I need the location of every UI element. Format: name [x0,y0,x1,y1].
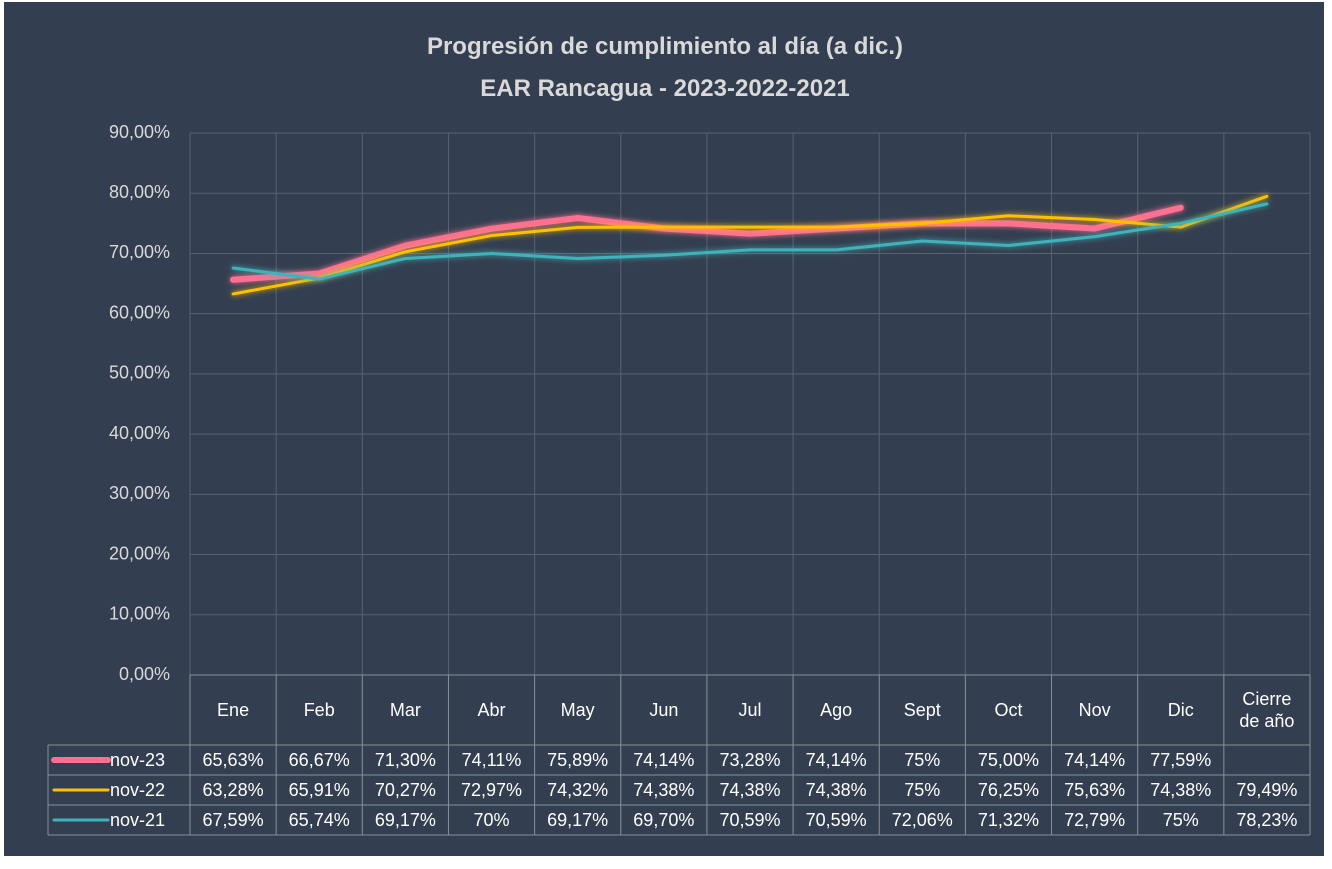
data-label: 74,14% [633,750,695,770]
data-label: 75,63% [1064,780,1126,800]
data-label: 75,00% [977,750,1039,770]
category-label: Jun [649,700,679,720]
data-label: 75,89% [547,750,609,770]
data-label: 65,91% [288,780,350,800]
legend-label: nov-22 [110,779,166,800]
y-tick-label: 70,00% [109,242,170,262]
data-label: 74,38% [805,780,867,800]
data-label: 78,23% [1236,810,1298,830]
data-label: 69,17% [547,810,609,830]
chart-subtitle: EAR Rancagua - 2023-2022-2021 [480,75,850,102]
series-line [230,204,1184,283]
data-label: 74,14% [1064,750,1126,770]
category-label: Ago [820,700,853,720]
data-label: 70% [473,810,510,830]
data-label: 69,17% [374,810,436,830]
data-label: 74,14% [805,750,867,770]
data-label: 70,27% [374,780,436,800]
category-label: Nov [1078,700,1111,720]
data-label: 70,59% [805,810,867,830]
y-tick-label: 80,00% [109,182,170,202]
category-label: Feb [303,700,335,720]
data-label: 73,28% [719,750,781,770]
data-label: 75% [904,750,941,770]
category-label: Ene [217,700,250,720]
y-tick-label: 90,00% [109,122,170,142]
data-label: 71,32% [977,810,1039,830]
data-label: 66,67% [288,750,350,770]
y-tick-label: 0,00% [119,664,170,684]
data-label: 65,74% [288,810,350,830]
chart-title: Progresión de cumplimiento al día (a dic… [427,33,903,60]
data-label: 75% [904,780,941,800]
data-label: 76,25% [977,780,1039,800]
category-label: Oct [994,700,1023,720]
category-label: Cierre de año [1239,689,1295,731]
category-label: Mar [389,700,421,720]
y-tick-label: 20,00% [109,543,170,563]
y-tick-label: 40,00% [109,423,170,443]
chart-background [4,2,1324,856]
data-label: 72,06% [891,810,953,830]
y-tick-label: 30,00% [109,483,170,503]
data-label: 79,49% [1236,780,1298,800]
category-label: Dic [1167,700,1194,720]
data-label: 75% [1162,810,1199,830]
data-label: 71,30% [374,750,436,770]
data-label: 77,59% [1150,750,1212,770]
series-line [231,194,1269,296]
data-label: 70,59% [719,810,781,830]
data-label: 74,38% [719,780,781,800]
category-label: May [560,700,595,720]
category-label: Jul [738,700,762,720]
data-label: 74,11% [461,750,522,770]
data-label: 74,38% [633,780,695,800]
y-tick-label: 60,00% [109,302,170,322]
data-label: 72,79% [1064,810,1126,830]
data-label: 74,32% [547,780,609,800]
y-tick-label: 50,00% [109,363,170,383]
category-label: Sept [903,700,941,720]
y-tick-label: 10,00% [109,604,170,624]
series-line [231,202,1269,281]
legend-label: nov-23 [110,749,166,770]
category-label: Abr [477,700,506,720]
data-label: 65,63% [202,750,264,770]
data-label: 74,38% [1150,780,1212,800]
legend-label: nov-21 [110,809,166,830]
data-label: 69,70% [633,810,695,830]
data-label: 63,28% [202,780,264,800]
data-label: 72,97% [460,780,523,800]
data-label: 67,59% [202,810,264,830]
